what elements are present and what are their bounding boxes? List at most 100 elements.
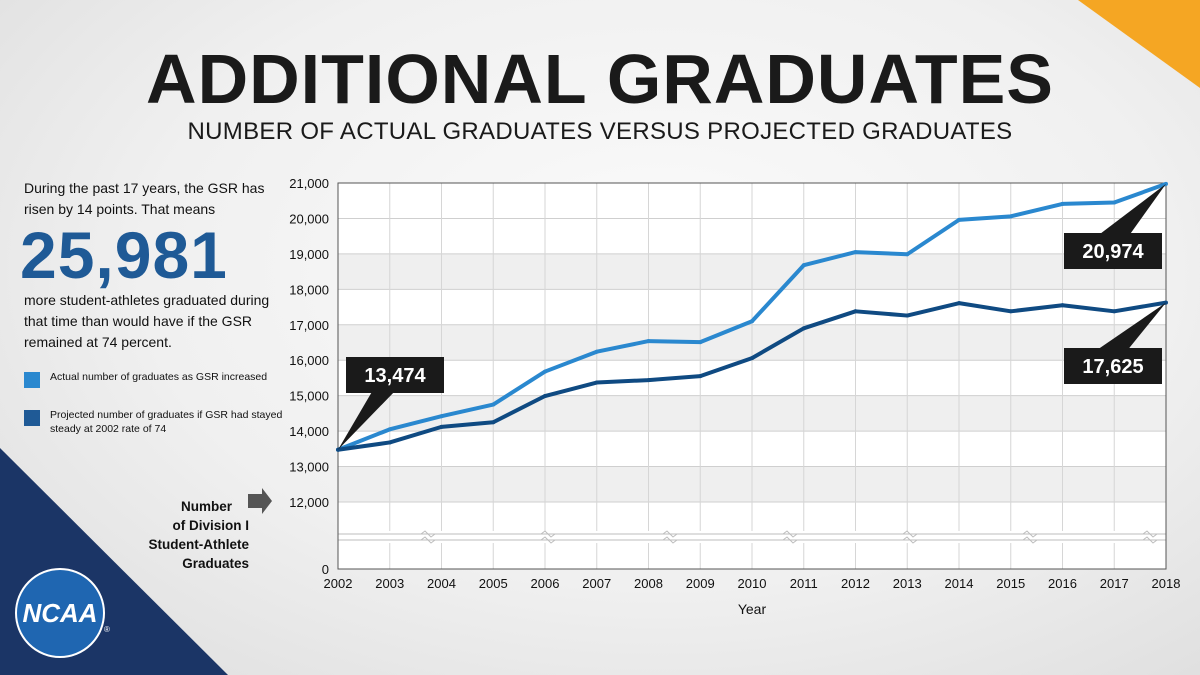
callout-pointer-projected-end	[1094, 302, 1166, 352]
legend-swatch-projected	[24, 410, 40, 426]
legend-label-projected: Projected number of graduates if GSR had…	[50, 409, 283, 435]
x-axis-label: Year	[738, 601, 767, 617]
page-subtitle: NUMBER OF ACTUAL GRADUATES VERSUS PROJEC…	[187, 118, 1013, 145]
logo-text: NCAA	[22, 598, 97, 628]
y-tick-label: 14,000	[289, 424, 329, 439]
axis-break-band	[338, 531, 1166, 543]
x-tick-label: 2006	[531, 576, 560, 591]
callout-pointer-actual-end	[1096, 183, 1166, 237]
legend-swatch-actual	[24, 372, 40, 388]
axis-break-mark	[540, 536, 556, 544]
data-point-projected	[491, 420, 496, 425]
data-point-projected	[1060, 303, 1065, 308]
data-point-projected	[594, 380, 599, 385]
axis-break-mark	[662, 530, 678, 538]
y-tick-label: 20,000	[289, 211, 329, 226]
logo-registered-mark: ®	[104, 625, 110, 634]
x-tick-label: 2011	[790, 576, 818, 591]
axis-break-mark	[782, 536, 798, 544]
axis-break-mark	[420, 530, 436, 538]
data-point-actual	[543, 369, 547, 374]
data-point-projected	[646, 378, 651, 383]
callout-box-actual-end	[1064, 233, 1162, 269]
data-point-projected	[801, 326, 806, 331]
callout-box-start	[346, 357, 444, 393]
data-point-actual	[1112, 200, 1117, 205]
x-tick-label: 2012	[841, 576, 870, 591]
y-tick-label: 17,000	[289, 318, 329, 333]
callout-box-projected-end	[1064, 348, 1162, 384]
x-tick-label: 2013	[893, 576, 922, 591]
data-point-actual	[957, 217, 961, 222]
y-tick-label: 15,000	[289, 389, 329, 404]
x-tick-label: 2016	[1048, 576, 1077, 591]
axis-break-mark	[902, 530, 918, 538]
ncaa-logo: NCAA ®	[15, 568, 110, 658]
callout-label-projected-end: 17,625	[1082, 356, 1143, 378]
data-point-actual	[387, 427, 392, 432]
data-point-actual	[853, 250, 858, 255]
callout-pointer-start	[338, 390, 396, 450]
callout-label-actual-end: 20,974	[1082, 241, 1144, 263]
data-point-actual	[750, 319, 754, 324]
callout-label-start: 13,474	[364, 365, 426, 387]
y-tick-label: 13,000	[289, 460, 329, 475]
intro-text: During the past 17 years, the GSR has ri…	[24, 180, 265, 217]
outro-text: more student-athletes graduated during t…	[24, 292, 270, 350]
axis-note-line: Student-Athlete	[149, 537, 250, 552]
x-tick-label: 2004	[427, 576, 456, 591]
arrow-right-icon	[248, 488, 272, 514]
data-point-projected	[543, 394, 547, 399]
data-point-projected	[957, 301, 961, 306]
axis-break-mark	[1142, 530, 1158, 538]
data-point-projected	[905, 313, 910, 318]
page-title: ADDITIONAL GRADUATES	[146, 40, 1054, 118]
data-point-projected	[750, 356, 754, 361]
legend-label-actual: Actual number of graduates as GSR increa…	[50, 371, 268, 383]
line-chart: 0 12,000 13,000 14,000 15,000 16,000 17,000 18,…	[149, 176, 1181, 617]
orange-corner	[1078, 0, 1200, 88]
data-point-projected	[698, 374, 703, 379]
x-tick-label: 2010	[738, 576, 767, 591]
y-tick-label: 12,000	[289, 495, 329, 510]
x-tick-label: 2018	[1152, 576, 1181, 591]
axis-break-mark	[662, 536, 678, 544]
x-tick-label: 2009	[686, 576, 715, 591]
big-number: 25,981	[20, 218, 228, 292]
axis-break-mark	[540, 530, 556, 538]
data-point-actual	[646, 339, 651, 344]
y-tick-label: 21,000	[289, 176, 329, 191]
axis-note-line: Graduates	[182, 556, 249, 571]
x-tick-label: 2008	[634, 576, 663, 591]
axis-note-line: Number	[181, 499, 233, 514]
data-point-actual	[491, 402, 496, 407]
y-tick-label: 18,000	[289, 282, 329, 297]
axis-break-mark	[1142, 536, 1158, 544]
data-point-actual	[1008, 214, 1013, 219]
data-point-actual	[698, 340, 703, 345]
data-point-actual	[801, 263, 806, 268]
plot-border	[337, 182, 1167, 570]
axis-break-mark	[1022, 530, 1038, 538]
y-tick-label: 16,000	[289, 353, 329, 368]
axis-break-mark	[420, 536, 436, 544]
x-tick-label: 2007	[582, 576, 611, 591]
data-point-projected	[853, 309, 858, 314]
x-tick-label: 2015	[996, 576, 1025, 591]
x-tick-label: 2005	[479, 576, 508, 591]
data-point-projected	[387, 440, 392, 445]
y-tick-label: 0	[322, 562, 329, 577]
axis-break-mark	[782, 530, 798, 538]
x-tick-label: 2017	[1100, 576, 1129, 591]
data-point-actual	[905, 252, 910, 257]
axis-break-mark	[902, 536, 918, 544]
axis-break-mark	[1022, 536, 1038, 544]
x-tick-label: 2002	[324, 576, 353, 591]
data-point-actual	[439, 414, 444, 419]
data-point-actual	[1060, 201, 1065, 206]
data-point-projected	[439, 424, 444, 429]
data-point-actual	[594, 349, 599, 354]
x-tick-label: 2003	[375, 576, 404, 591]
data-point-projected	[1112, 309, 1117, 314]
